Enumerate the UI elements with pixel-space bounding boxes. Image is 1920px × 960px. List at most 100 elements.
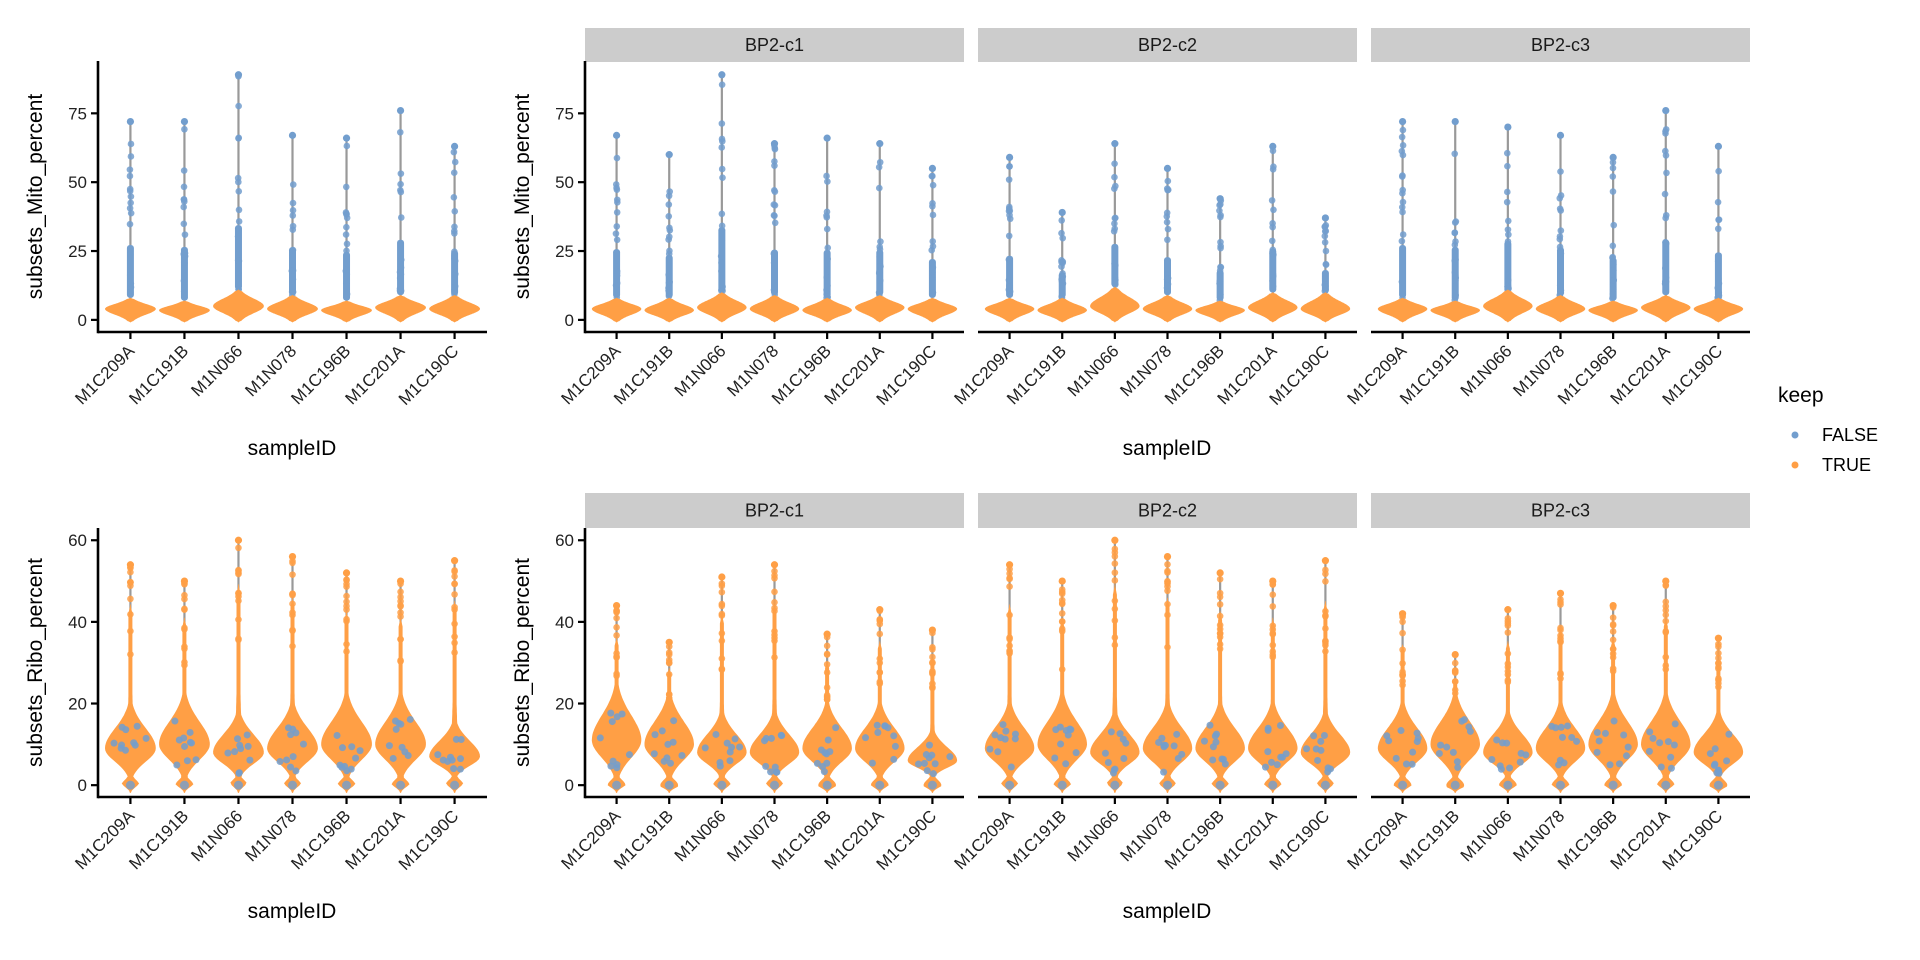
false-point — [1269, 250, 1276, 257]
legend-title: keep — [1778, 384, 1824, 407]
true-point — [1164, 561, 1171, 568]
y-tick-label: 0 — [78, 776, 87, 795]
false-point — [824, 255, 831, 263]
false-point — [292, 767, 300, 775]
false-point — [342, 280, 350, 287]
true-violin — [1377, 297, 1428, 323]
panel-mito-BP2-c3: BP2-c3M1C209AM1C191BM1N066M1N078M1C196BM… — [1344, 28, 1750, 409]
true-point-max — [770, 561, 779, 569]
false-point — [1443, 743, 1451, 751]
false-point — [726, 757, 734, 765]
x-tick-label: M1N066 — [671, 341, 730, 400]
legend-label-false: FALSE — [1822, 425, 1878, 445]
false-point — [299, 740, 307, 748]
true-point — [1715, 643, 1722, 651]
false-point — [1158, 734, 1166, 742]
false-point — [1212, 738, 1220, 746]
false-point — [1466, 727, 1474, 735]
true-violin — [1588, 300, 1638, 323]
false-point-zero — [927, 780, 937, 790]
false-point — [180, 183, 188, 191]
true-violin — [429, 601, 480, 793]
false-point — [823, 208, 831, 216]
true-violin — [1037, 617, 1087, 793]
true-violin — [1142, 597, 1193, 793]
violin-M1C190C — [1693, 634, 1744, 793]
false-point — [876, 184, 883, 192]
false-point — [1072, 749, 1080, 757]
false-point — [612, 230, 620, 237]
false-point-max — [1556, 131, 1565, 139]
false-point-max — [718, 71, 726, 79]
true-point-max — [1216, 569, 1224, 577]
false-point — [666, 759, 674, 767]
true-point — [1322, 578, 1329, 585]
false-point — [997, 734, 1005, 742]
false-point — [665, 271, 672, 279]
violin-M1C201A — [375, 577, 426, 793]
panel-ribo-BP2-c3: BP2-c3M1C209AM1C191BM1N066M1N078M1C196BM… — [1344, 493, 1750, 874]
false-point — [613, 223, 621, 230]
facet-label: BP2-c3 — [1531, 35, 1590, 55]
false-point — [1200, 737, 1208, 745]
false-point — [1454, 763, 1462, 771]
false-point-zero — [1713, 780, 1723, 790]
true-point-max — [718, 573, 726, 581]
true-violin — [375, 617, 426, 793]
false-point — [1615, 760, 1623, 768]
false-point — [1723, 757, 1731, 765]
violin-M1C209A — [591, 131, 642, 323]
false-point — [451, 282, 459, 290]
y-tick-label: 75 — [555, 104, 574, 123]
false-point — [456, 765, 464, 773]
true-violin — [855, 641, 905, 793]
false-point — [127, 140, 135, 148]
false-point — [397, 256, 405, 264]
false-point — [1005, 207, 1013, 215]
false-point — [890, 732, 898, 740]
false-point-max — [288, 131, 297, 139]
false-point — [1556, 194, 1564, 202]
false-point — [1209, 756, 1217, 764]
true-point — [1715, 654, 1722, 662]
false-point — [862, 734, 870, 742]
false-point — [1504, 188, 1511, 196]
false-point — [288, 267, 296, 275]
false-point — [613, 236, 621, 244]
true-point-max — [1269, 577, 1277, 585]
true-violin — [1641, 295, 1691, 323]
false-point — [670, 717, 678, 725]
false-point — [343, 223, 350, 231]
false-point — [1706, 750, 1714, 758]
violin-M1C191B — [159, 577, 210, 793]
false-point — [881, 722, 889, 730]
false-point — [731, 735, 739, 743]
false-point — [929, 289, 937, 296]
false-point — [126, 271, 134, 279]
false-point — [658, 727, 666, 735]
false-point-zero — [717, 780, 727, 790]
false-point — [1505, 231, 1512, 238]
false-point-max — [665, 151, 673, 159]
y-tick-label: 20 — [555, 695, 574, 714]
false-point — [1006, 163, 1013, 170]
false-point — [1556, 205, 1564, 213]
true-point-max — [288, 552, 297, 561]
false-point — [717, 252, 725, 260]
false-point — [1656, 739, 1664, 747]
false-point — [126, 187, 134, 195]
false-point — [823, 759, 831, 767]
false-point — [1163, 185, 1171, 192]
violin-M1C196B — [1588, 153, 1638, 323]
false-point — [613, 154, 621, 162]
false-point — [180, 287, 188, 295]
true-violin — [1483, 289, 1533, 323]
y-tick-label: 0 — [78, 311, 87, 330]
false-point — [928, 172, 936, 180]
false-point — [1264, 724, 1272, 732]
false-point — [832, 724, 840, 732]
false-point-max — [612, 131, 621, 139]
false-point-max — [234, 71, 243, 79]
false-point — [1399, 186, 1407, 194]
false-point — [929, 276, 936, 284]
